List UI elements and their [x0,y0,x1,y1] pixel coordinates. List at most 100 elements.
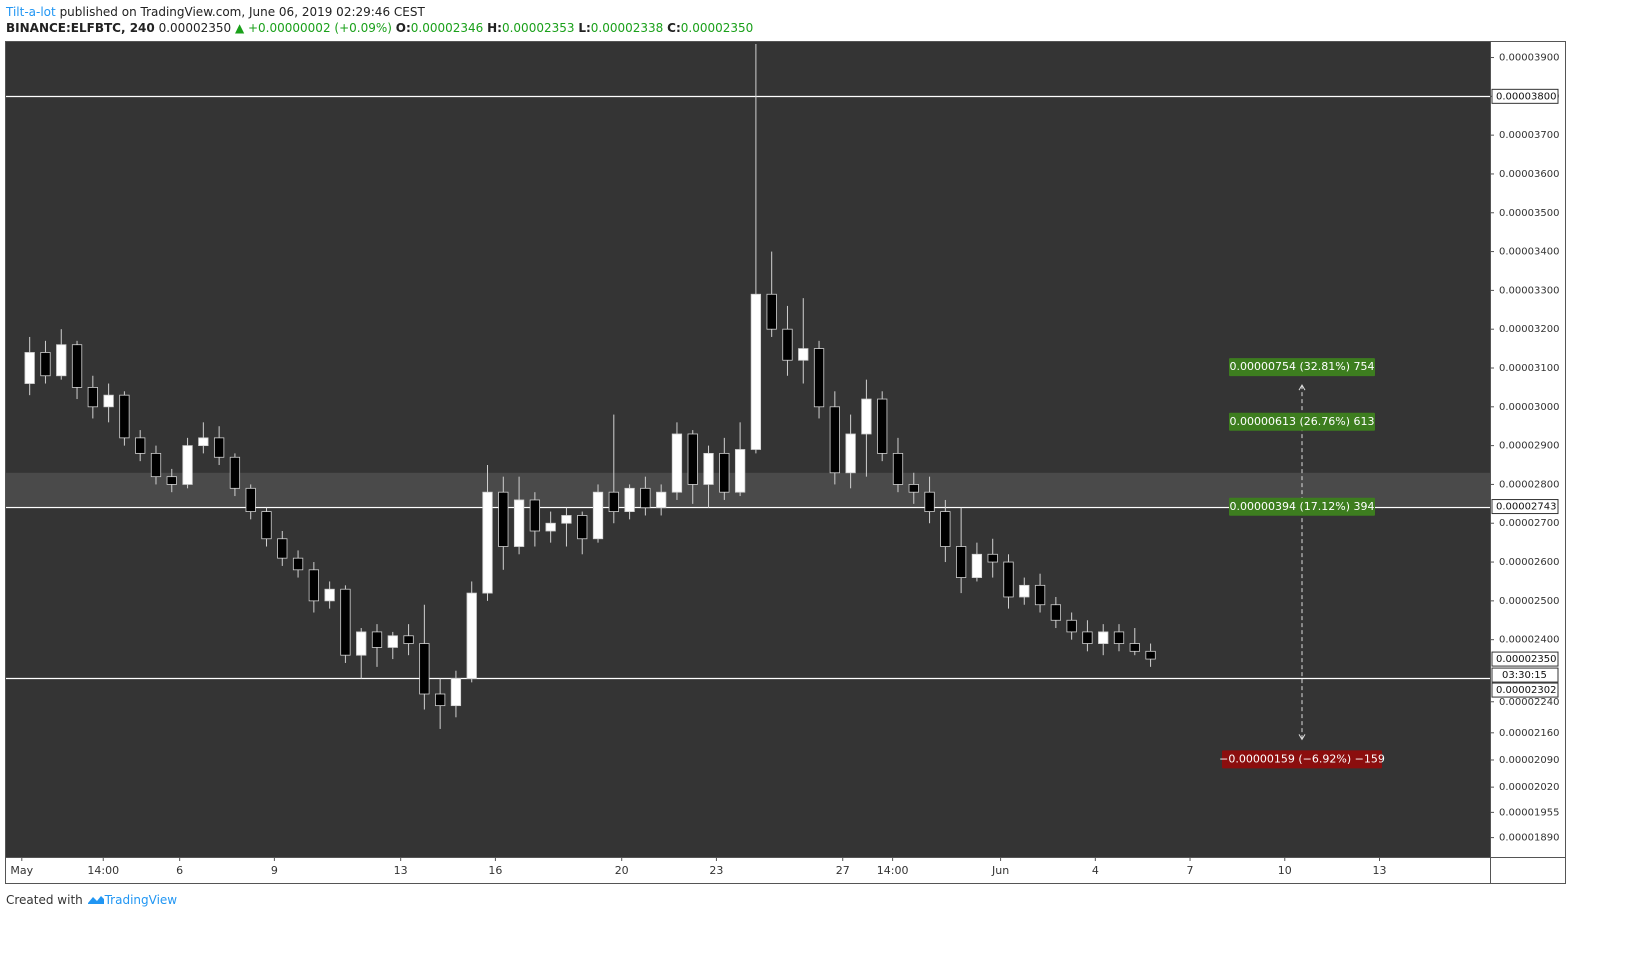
countdown-box [1491,667,1559,683]
y-tick-label: 0.00002020 [1499,782,1559,793]
measure-label: 0.00000613 (26.76%) 613 [1230,415,1375,428]
candle-body [624,487,635,512]
candle-body [671,433,683,493]
x-tick-label: 13 [1372,864,1386,877]
author[interactable]: Tilt-a-lot [6,5,56,19]
price-tag: 0.00002350 [1496,654,1556,665]
y-tick-label: 0.00003200 [1499,324,1559,335]
y-tick-label: 0.00001890 [1499,833,1559,844]
y-tick-label: 0.00002160 [1499,728,1559,739]
logo [87,896,104,904]
open-label: O: [395,21,411,35]
candle-body [498,491,509,547]
candle-body [135,437,146,454]
footer-brand[interactable]: TradingView [104,893,178,907]
candle-body [1113,631,1125,644]
candle-body [1019,584,1030,598]
candle-body [1034,584,1046,606]
chart-layer: 0.00003900 0.00003800 0.00003700 0.00003600… [6,43,1559,877]
candle-body [450,678,462,707]
candle-body [940,511,951,547]
candle-body [277,538,288,559]
candle-body [229,456,241,489]
x-tick-label: 4 [1092,864,1099,877]
y-tick-label: 0.00002400 [1499,635,1559,646]
candle-body [813,348,825,408]
candle-body [1050,604,1061,621]
price-tag: 0.00003800 [1496,91,1556,102]
candle-body [56,344,67,377]
measure-arrow [1298,734,1306,741]
footer: Created with TradingView [6,893,177,907]
x-tick-label: 14:00 [87,864,119,877]
candle-body [687,433,698,485]
measure-label-box [1229,497,1375,516]
candle-body [1145,650,1156,660]
y-tick-label: 0.00003500 [1499,208,1559,219]
candle-body [387,635,398,648]
measure-label-box [1229,412,1375,431]
candle-body [845,433,856,474]
price-tag: 0.00002743 [1496,502,1556,513]
measure-label-box [1229,358,1375,377]
measure-label: 0.00000394 (17.12%) 394 [1230,500,1375,513]
candle-body [103,394,114,408]
last-price: 0.00002350 [158,21,232,35]
y-tick-label: 0.00002240 [1499,697,1559,708]
price-tag: 0.00002302 [1496,685,1556,696]
candle-body [924,491,935,512]
candle-body [561,515,572,524]
candle-body [592,491,604,540]
x-tick-label: 6 [176,864,183,877]
price-tag-box [1491,88,1559,104]
y-tick-label: 0.00002600 [1499,557,1559,568]
candle-body [324,588,335,602]
symbol: BINANCE:ELFBTC, 240 [6,21,155,35]
low-label: L: [578,21,591,35]
high-label: H: [487,21,502,35]
measure-label: −0.00000159 (−6.92%) −159 [1219,752,1385,765]
candle-body [213,437,225,458]
candle-body [987,553,998,563]
candle-body [734,449,746,493]
candle-body [877,398,888,454]
candle-body [798,348,809,361]
y-tick-label: 0.00003000 [1499,402,1559,413]
candle-body [482,491,493,594]
candle-body [1082,631,1093,644]
x-tick-label: 27 [836,864,850,877]
candle-body [419,643,430,695]
open: 0.00002346 [410,21,484,35]
candle-body [198,437,209,447]
measure-arrow [1298,384,1306,391]
candle-body [577,515,588,540]
y-tick-label: 0.00002800 [1499,479,1559,490]
candle-body [403,635,414,644]
candle-body [371,631,383,648]
high: 0.00002353 [501,21,575,35]
candle-body [245,487,256,512]
candle-body [766,293,777,330]
candle-body [955,546,967,578]
y-tick-label: 0.00002090 [1499,755,1559,766]
candle-body [782,328,793,361]
x-tick-label: 20 [615,864,629,877]
candle-body [435,693,446,707]
measure-label-box [1222,750,1382,769]
candle-body [719,452,730,493]
price-tag-box [1491,499,1559,515]
candle-body [703,452,714,485]
x-tick-label: 9 [271,864,278,877]
x-tick-label: 23 [709,864,723,877]
candle-body [71,344,83,388]
candle-body [340,588,351,656]
low: 0.00002338 [590,21,664,35]
candle-body [308,569,319,602]
candle-body [861,398,872,435]
candle-body [182,445,193,485]
candle-body [119,394,130,439]
y-tick-label: 0.00003400 [1499,247,1559,258]
y-tick-label: 0.00002900 [1499,441,1559,452]
y-tick-label: 0.00003300 [1499,285,1559,296]
